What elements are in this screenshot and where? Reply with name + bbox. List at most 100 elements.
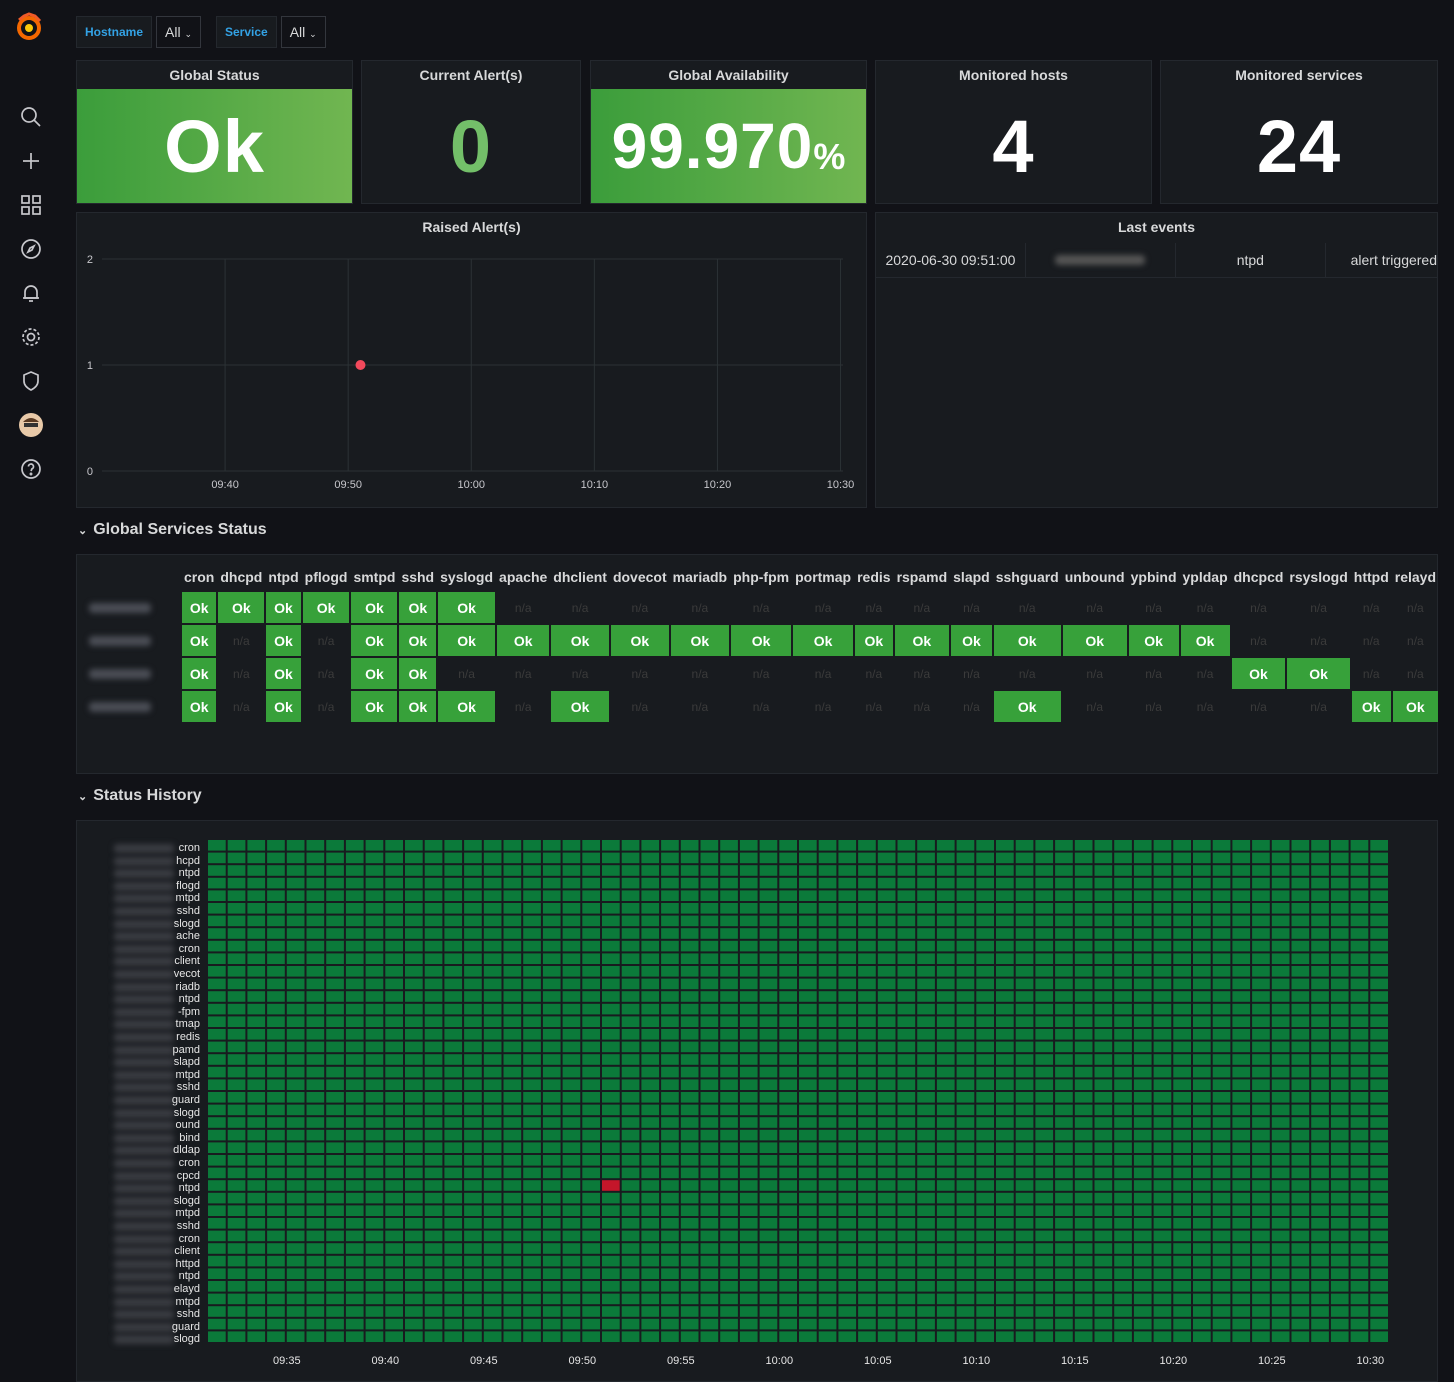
column-header[interactable]: dhcpcd (1233, 569, 1284, 585)
alerting-icon[interactable] (18, 280, 44, 306)
status-cell (464, 928, 482, 939)
configuration-icon[interactable] (18, 324, 44, 350)
status-cell (1173, 1331, 1191, 1342)
status-cell (799, 1142, 817, 1153)
status-history-row-toggle[interactable]: ⌄ Status History (78, 787, 202, 805)
status-cell (680, 1066, 699, 1078)
global-services-row-toggle[interactable]: ⌄ Global Services Status (78, 521, 267, 539)
column-header[interactable]: ypbind (1130, 569, 1177, 585)
hostname-variable-select[interactable]: All ⌄ (156, 16, 202, 48)
column-header[interactable]: ypldap (1182, 569, 1228, 585)
status-cell: n/a (1196, 600, 1214, 615)
status-cell (1153, 903, 1172, 914)
status-cell (1311, 1293, 1329, 1305)
status-cell (306, 1281, 325, 1292)
column-header[interactable]: syslogd (440, 569, 494, 585)
status-cell (286, 1205, 305, 1216)
plus-icon[interactable] (18, 148, 44, 174)
column-header[interactable]: httpd (1353, 569, 1389, 585)
status-cell (267, 1306, 285, 1317)
column-header[interactable]: smtpd (353, 569, 396, 585)
column-header[interactable]: dhclient (553, 569, 607, 585)
column-header[interactable]: slapd (953, 569, 990, 585)
status-cell (661, 1003, 679, 1015)
monitored-hosts-value: 4 (992, 104, 1035, 188)
status-cell (1035, 1205, 1054, 1216)
status-cell (1291, 1331, 1310, 1342)
status-cell (444, 865, 463, 876)
status-cell (365, 1306, 384, 1317)
status-cell (464, 1230, 482, 1242)
status-cell (483, 877, 502, 889)
status-cell (936, 1142, 955, 1153)
status-cell (759, 1180, 778, 1191)
column-header[interactable]: dhcpd (220, 569, 263, 585)
status-cell (542, 1029, 561, 1040)
grafana-logo[interactable] (12, 10, 46, 44)
status-cell (818, 1155, 837, 1166)
status-cell (1330, 1104, 1349, 1116)
status-cell (602, 1142, 620, 1153)
column-header[interactable]: relayd (1394, 569, 1436, 585)
service-variable-select[interactable]: All ⌄ (280, 16, 326, 48)
column-header[interactable]: dovecot (612, 569, 667, 585)
status-cell (582, 840, 600, 851)
status-cell (917, 991, 935, 1002)
status-cell (877, 1092, 896, 1103)
status-cell (503, 1003, 522, 1015)
status-cell (1074, 953, 1093, 964)
status-cell (779, 966, 797, 977)
status-cell (838, 1142, 857, 1153)
status-cell (956, 1180, 975, 1191)
status-cell: Ok (894, 625, 950, 656)
column-header[interactable]: rspamd (896, 569, 948, 585)
status-cell (1350, 1218, 1369, 1229)
column-header[interactable]: ntpd (268, 569, 299, 585)
column-header[interactable]: portmap (795, 569, 852, 585)
column-header[interactable]: unbound (1064, 569, 1125, 585)
status-cell (838, 1129, 857, 1141)
status-cell (464, 1255, 482, 1267)
status-cell (306, 940, 325, 952)
status-cell (1193, 1268, 1211, 1279)
explore-icon[interactable] (18, 236, 44, 262)
column-header[interactable]: php-fpm (733, 569, 790, 585)
column-header[interactable]: cron (184, 569, 215, 585)
status-cell (405, 865, 423, 876)
status-cell (247, 840, 266, 851)
status-cell (227, 877, 246, 889)
column-header[interactable]: pflogd (304, 569, 348, 585)
column-header[interactable]: apache (499, 569, 548, 585)
status-cell (700, 1281, 719, 1292)
status-cell (1094, 915, 1113, 927)
status-cell (720, 1331, 738, 1342)
help-icon[interactable] (18, 456, 44, 482)
column-header[interactable]: mariadb (672, 569, 728, 585)
column-header[interactable]: rsyslogd (1289, 569, 1348, 585)
status-cell (897, 1117, 916, 1128)
column-header[interactable]: redis (857, 569, 891, 585)
column-header[interactable]: sshd (401, 569, 435, 585)
dashboards-icon[interactable] (18, 192, 44, 218)
search-icon[interactable] (18, 104, 44, 130)
status-cell (917, 1117, 935, 1128)
row-label: cron (178, 842, 200, 854)
status-cell (1350, 1306, 1369, 1317)
status-cell (286, 966, 305, 977)
status-cell (641, 1180, 660, 1191)
status-cell (996, 1205, 1014, 1216)
status-cell (1370, 1155, 1388, 1166)
status-cell (227, 1142, 246, 1153)
shield-icon[interactable] (18, 368, 44, 394)
status-cell (1094, 1218, 1113, 1229)
status-cell (503, 1092, 522, 1103)
status-cell (661, 940, 679, 952)
column-header[interactable]: sshguard (995, 569, 1059, 585)
status-cell (1133, 1054, 1152, 1065)
status-cell (306, 840, 325, 851)
status-cell (799, 953, 817, 964)
status-cell (1370, 953, 1388, 964)
user-avatar[interactable] (18, 412, 44, 438)
alert-point[interactable] (355, 360, 366, 370)
status-cell (385, 1129, 403, 1141)
